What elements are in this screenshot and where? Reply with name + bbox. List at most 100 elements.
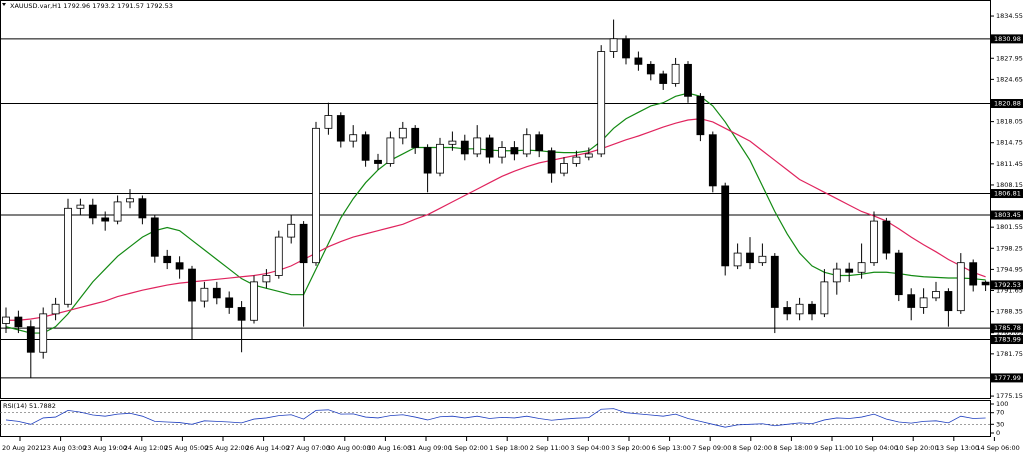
candle-body [361,134,370,161]
candle-body [460,140,469,155]
x-tick-label: 14 Sep 06:00 [976,444,1019,452]
candle-body [101,217,110,222]
candle-body [609,38,618,52]
x-tick-label: 26 Aug 14:00 [246,444,290,452]
y-tick-label: 1827.95 [996,54,1023,62]
level-tag [991,210,1023,220]
y-tick-label: 1814.75 [996,139,1023,147]
x-tick-label: 30 Aug 00:00 [327,444,371,452]
x-tick-label: 6 Sep 13:00 [652,444,691,452]
candle-body [175,262,184,270]
candle-body [572,156,581,164]
candle-body [894,252,903,296]
level-label: 1783.99 [994,336,1021,344]
candle-body [26,326,35,353]
candle-body [535,134,544,152]
candle-body [671,63,680,84]
candle-body [498,147,506,158]
candle-body [287,223,296,238]
rsi-line [5,408,986,428]
candle-body [746,252,754,264]
last-low: 1791.57 [117,2,144,10]
candle-body [374,159,382,164]
x-tick-label: 20 Aug 2021 [2,444,44,452]
candle-body [423,147,432,174]
y-tick-label: 1798.25 [996,244,1023,252]
x-tick-label: 30 Aug 16:00 [367,444,411,452]
candle-body [2,316,10,324]
menu-arrow [2,3,6,6]
candle-body [522,134,531,155]
candle-body [783,307,792,315]
y-tick-label: 1818.05 [996,118,1023,126]
moving-average [6,118,986,321]
level-tag [991,34,1023,44]
candle-body [39,313,48,353]
x-tick-label: 10 Sep 20:00 [895,444,938,452]
candle-body [820,281,829,315]
rsi-panel [0,400,991,437]
candle-body [733,252,742,267]
candle-body [622,38,630,59]
candle-body [411,127,420,148]
candle-body [981,281,990,286]
rsi-name: RSI(14) [3,402,27,410]
x-tick-label: 9 Sep 11:00 [814,444,853,452]
y-tick-label: 30 [996,420,1004,428]
candle-body [225,297,234,308]
rsi-last: 51.7882 [29,402,56,410]
candle-body [969,262,978,286]
candle-body [584,153,593,158]
candle-body [163,255,172,264]
y-tick-label: 1834.55 [996,12,1023,20]
candle-body [398,127,407,139]
candle-body [646,63,655,75]
y-tick-label: 0 [996,429,1000,437]
level-tag [991,335,1023,345]
candle-body [932,291,940,299]
candle-body [299,223,308,264]
candle-body [795,303,804,315]
chart-title: XAUUSD.var,H1 1792.96 1793.2 1791.57 179… [10,2,173,10]
level-label: 1777.99 [994,374,1021,382]
candle-body [448,140,457,145]
x-tick-label: 3 Sep 04:00 [570,444,609,452]
rsi-title: RSI(14) 51.7882 [3,402,56,410]
candle-body [721,185,730,267]
x-tick-label: 23 Aug 19:00 [83,444,127,452]
last-high: 1793.2 [92,2,115,10]
candle-body [150,217,159,257]
price-label: 1792.53 [994,281,1021,289]
candle-body [845,268,854,273]
y-tick-label: 1775.15 [996,392,1023,400]
level-tag [991,98,1023,108]
y-tick-label: 1811.45 [996,160,1023,168]
candle-body [200,287,209,302]
level-label: 1785.78 [994,324,1021,332]
candle-body [262,275,271,283]
candle-body [560,163,568,174]
y-tick-label: 1801.55 [996,223,1023,231]
x-tick-label: 25 Aug 05:00 [164,444,208,452]
x-tick-label: 7 Sep 09:00 [692,444,731,452]
x-tick-label: 27 Aug 07:00 [286,444,330,452]
level-tag [991,323,1023,333]
y-tick-label: 1824.65 [996,75,1023,83]
y-tick-label: 1808.15 [996,181,1023,189]
candle-body [274,236,283,276]
candle-body [857,262,866,273]
candle-body [250,281,258,321]
candle-body [312,127,320,264]
candle-body [808,303,816,315]
candle-body [473,137,482,155]
candle-body [659,73,668,84]
x-tick-label: 2 Sep 11:00 [530,444,569,452]
level-label: 1820.88 [994,99,1021,107]
level-label: 1803.45 [994,211,1021,219]
level-tag [991,189,1023,199]
candle-body [944,291,953,312]
candle-body [684,63,692,97]
x-tick-label: 10 Sep 04:00 [855,444,898,452]
